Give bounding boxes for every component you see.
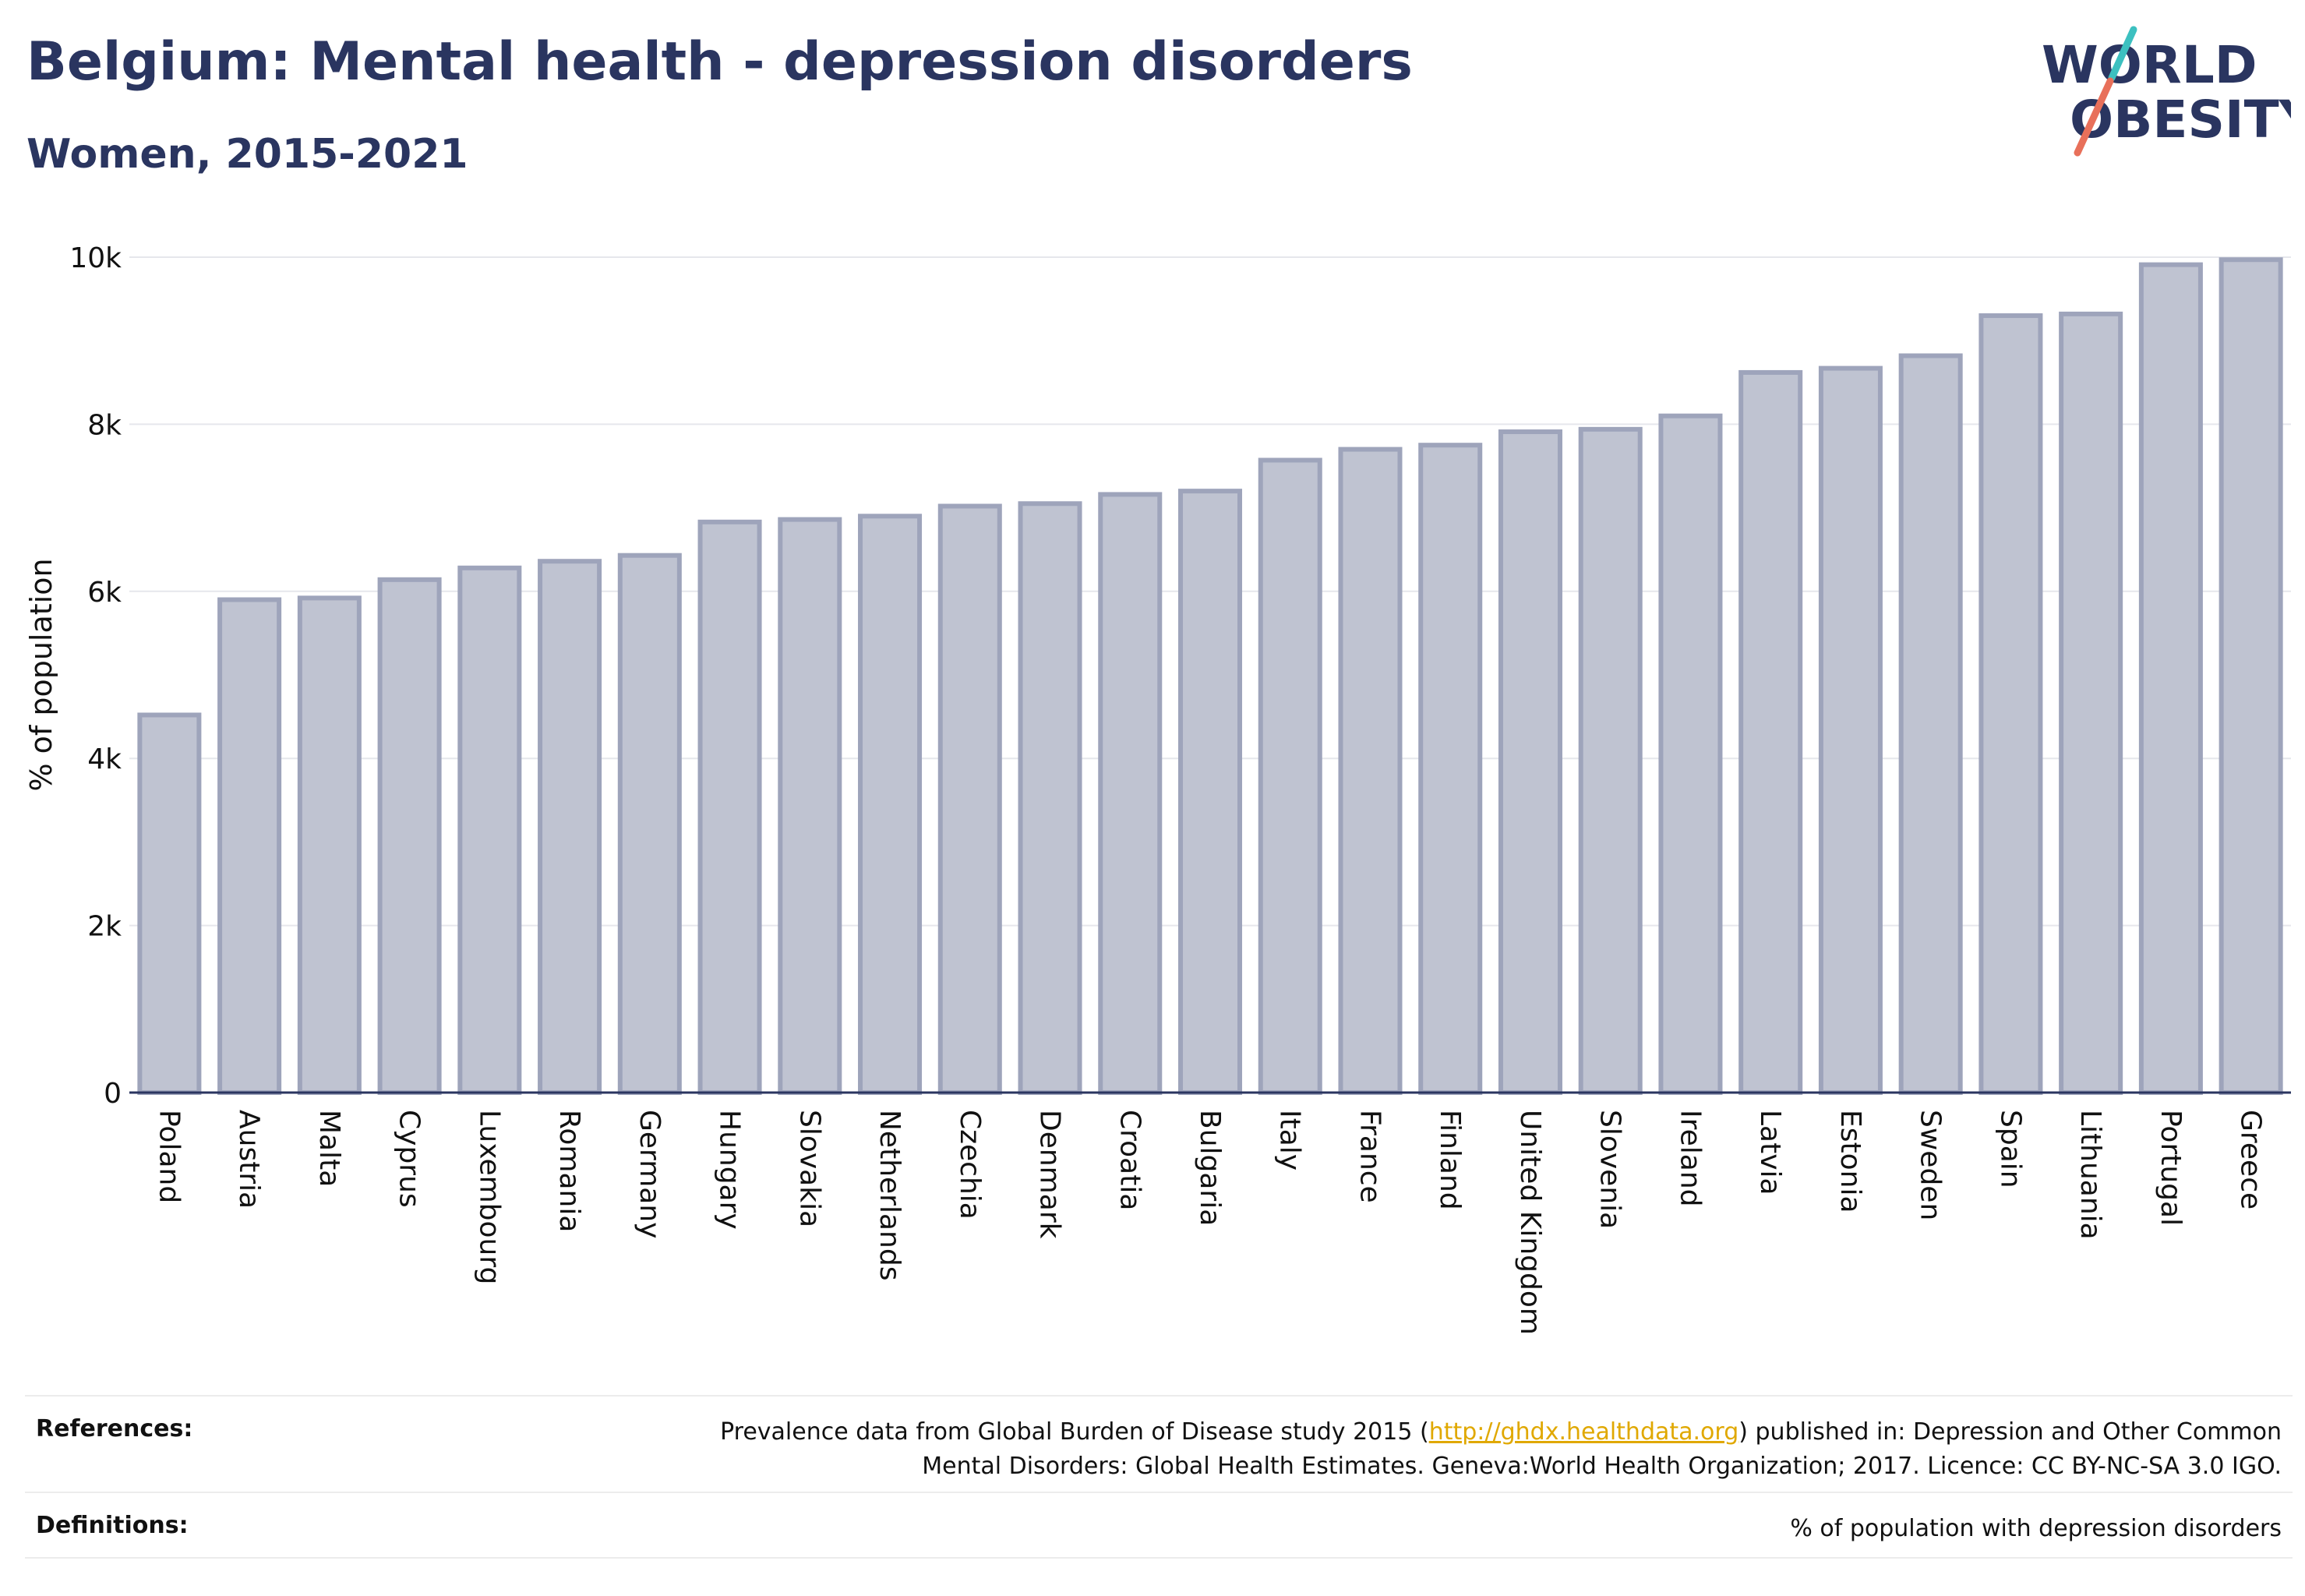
bar (1177, 489, 1243, 1095)
x-tick-label: Lithuania (2074, 1110, 2106, 1240)
bar (1978, 313, 2043, 1096)
x-tick-label: Denmark (1034, 1110, 1066, 1239)
x-tick-label: Estonia (1834, 1110, 1866, 1213)
y-tick-label: 2k (87, 911, 122, 943)
bar (1898, 353, 1963, 1096)
x-tick-label: Romania (553, 1110, 585, 1232)
logo-slash-teal (2108, 26, 2137, 82)
bars (137, 257, 2283, 1096)
definitions-row: Definitions: % of population with depres… (25, 1512, 2293, 1551)
chart-title: Belgium: Mental health - depression diso… (26, 31, 1413, 93)
bar (1098, 492, 1163, 1095)
bar (217, 597, 282, 1095)
references-label: References: (36, 1415, 193, 1442)
bar (1258, 457, 1322, 1095)
x-tick-label: United Kingdom (1514, 1110, 1546, 1335)
definitions-label: Definitions: (36, 1512, 189, 1539)
x-tick-label: Poland (153, 1110, 185, 1203)
bar (697, 519, 762, 1095)
x-tick-label: Portugal (2155, 1110, 2187, 1226)
y-tick-labels: 0 2k 4k 6k 8k 10k (69, 242, 122, 1110)
y-tick-label: 10k (69, 242, 122, 274)
x-tick-label: Czechia (954, 1110, 986, 1220)
references-before-link: Prevalence data from Global Burden of Di… (720, 1418, 1429, 1446)
logo-slash-coral (2074, 77, 2114, 157)
logo-line2: OBESITY (2070, 90, 2291, 150)
references-line2: Mental Disorders: Global Health Estimate… (922, 1453, 2282, 1480)
footer-rule-top (25, 1395, 2293, 1396)
bar (1338, 447, 1403, 1095)
x-tick-label: Netherlands (874, 1110, 905, 1280)
world-obesity-logo: WORLD OBESITY (2042, 26, 2291, 157)
bar (858, 514, 923, 1095)
bar (617, 553, 682, 1095)
bar (2138, 262, 2203, 1096)
footer-rule-bottom (25, 1557, 2293, 1559)
x-tick-label: Luxembourg (473, 1110, 505, 1284)
references-row: References: Prevalence data from Global … (25, 1415, 2293, 1485)
bar (937, 503, 1002, 1095)
x-tick-label: Cyprus (394, 1110, 425, 1208)
references-text: Prevalence data from Global Burden of Di… (720, 1415, 2282, 1484)
x-tick-label: Croatia (1114, 1110, 1145, 1210)
bar (2059, 311, 2123, 1095)
definitions-text: % of population with depression disorder… (1790, 1515, 2282, 1542)
x-tick-label: Germany (634, 1110, 665, 1238)
bar (297, 595, 362, 1095)
x-tick-label: Malta (313, 1110, 345, 1187)
y-tick-label: 6k (87, 577, 122, 609)
x-tick-label: France (1354, 1110, 1385, 1203)
x-tick-labels: Poland Austria Malta Cyprus Luxembourg Romani… (153, 1110, 2266, 1335)
bar (778, 517, 842, 1095)
bar (1818, 365, 1883, 1095)
y-tick-label: 8k (87, 409, 122, 441)
x-tick-label: Slovenia (1594, 1110, 1626, 1229)
x-tick-label: Slovakia (793, 1110, 825, 1227)
footer-rule-middle (25, 1492, 2293, 1493)
x-tick-label: Italy (1274, 1110, 1306, 1171)
y-tick-label: 4k (87, 743, 122, 775)
x-tick-label: Finland (1434, 1110, 1466, 1210)
bar (1418, 443, 1483, 1095)
bar (1658, 413, 1723, 1095)
x-tick-label: Latvia (1754, 1110, 1786, 1195)
x-tick-label: Hungary (714, 1110, 746, 1230)
bar (1738, 369, 1803, 1096)
bar (457, 565, 522, 1095)
bar (538, 559, 602, 1095)
bar (1018, 501, 1082, 1095)
bar (2219, 257, 2283, 1096)
bar (377, 577, 442, 1095)
bar (1578, 426, 1643, 1095)
y-axis-label: % of population (24, 558, 58, 791)
x-tick-label: Bulgaria (1194, 1110, 1226, 1226)
bar (1498, 429, 1562, 1095)
x-tick-label: Sweden (1915, 1110, 1947, 1220)
references-after-link: ) published in: Depression and Other Com… (1738, 1418, 2282, 1446)
x-tick-label: Austria (233, 1110, 265, 1209)
x-tick-label: Ireland (1674, 1110, 1706, 1207)
x-tick-label: Spain (1994, 1110, 2026, 1188)
bar (137, 712, 202, 1095)
bar-chart: 0 2k 4k 6k 8k 10k Poland Austria Malta Cyprus Lux… (24, 242, 2291, 1335)
x-tick-label: Greece (2235, 1110, 2267, 1209)
chart-subtitle: Women, 2015-2021 (26, 131, 468, 178)
y-tick-label: 0 (104, 1078, 122, 1110)
logo-line1: WORLD (2042, 35, 2257, 95)
references-link[interactable]: http://ghdx.healthdata.org (1428, 1418, 1739, 1446)
